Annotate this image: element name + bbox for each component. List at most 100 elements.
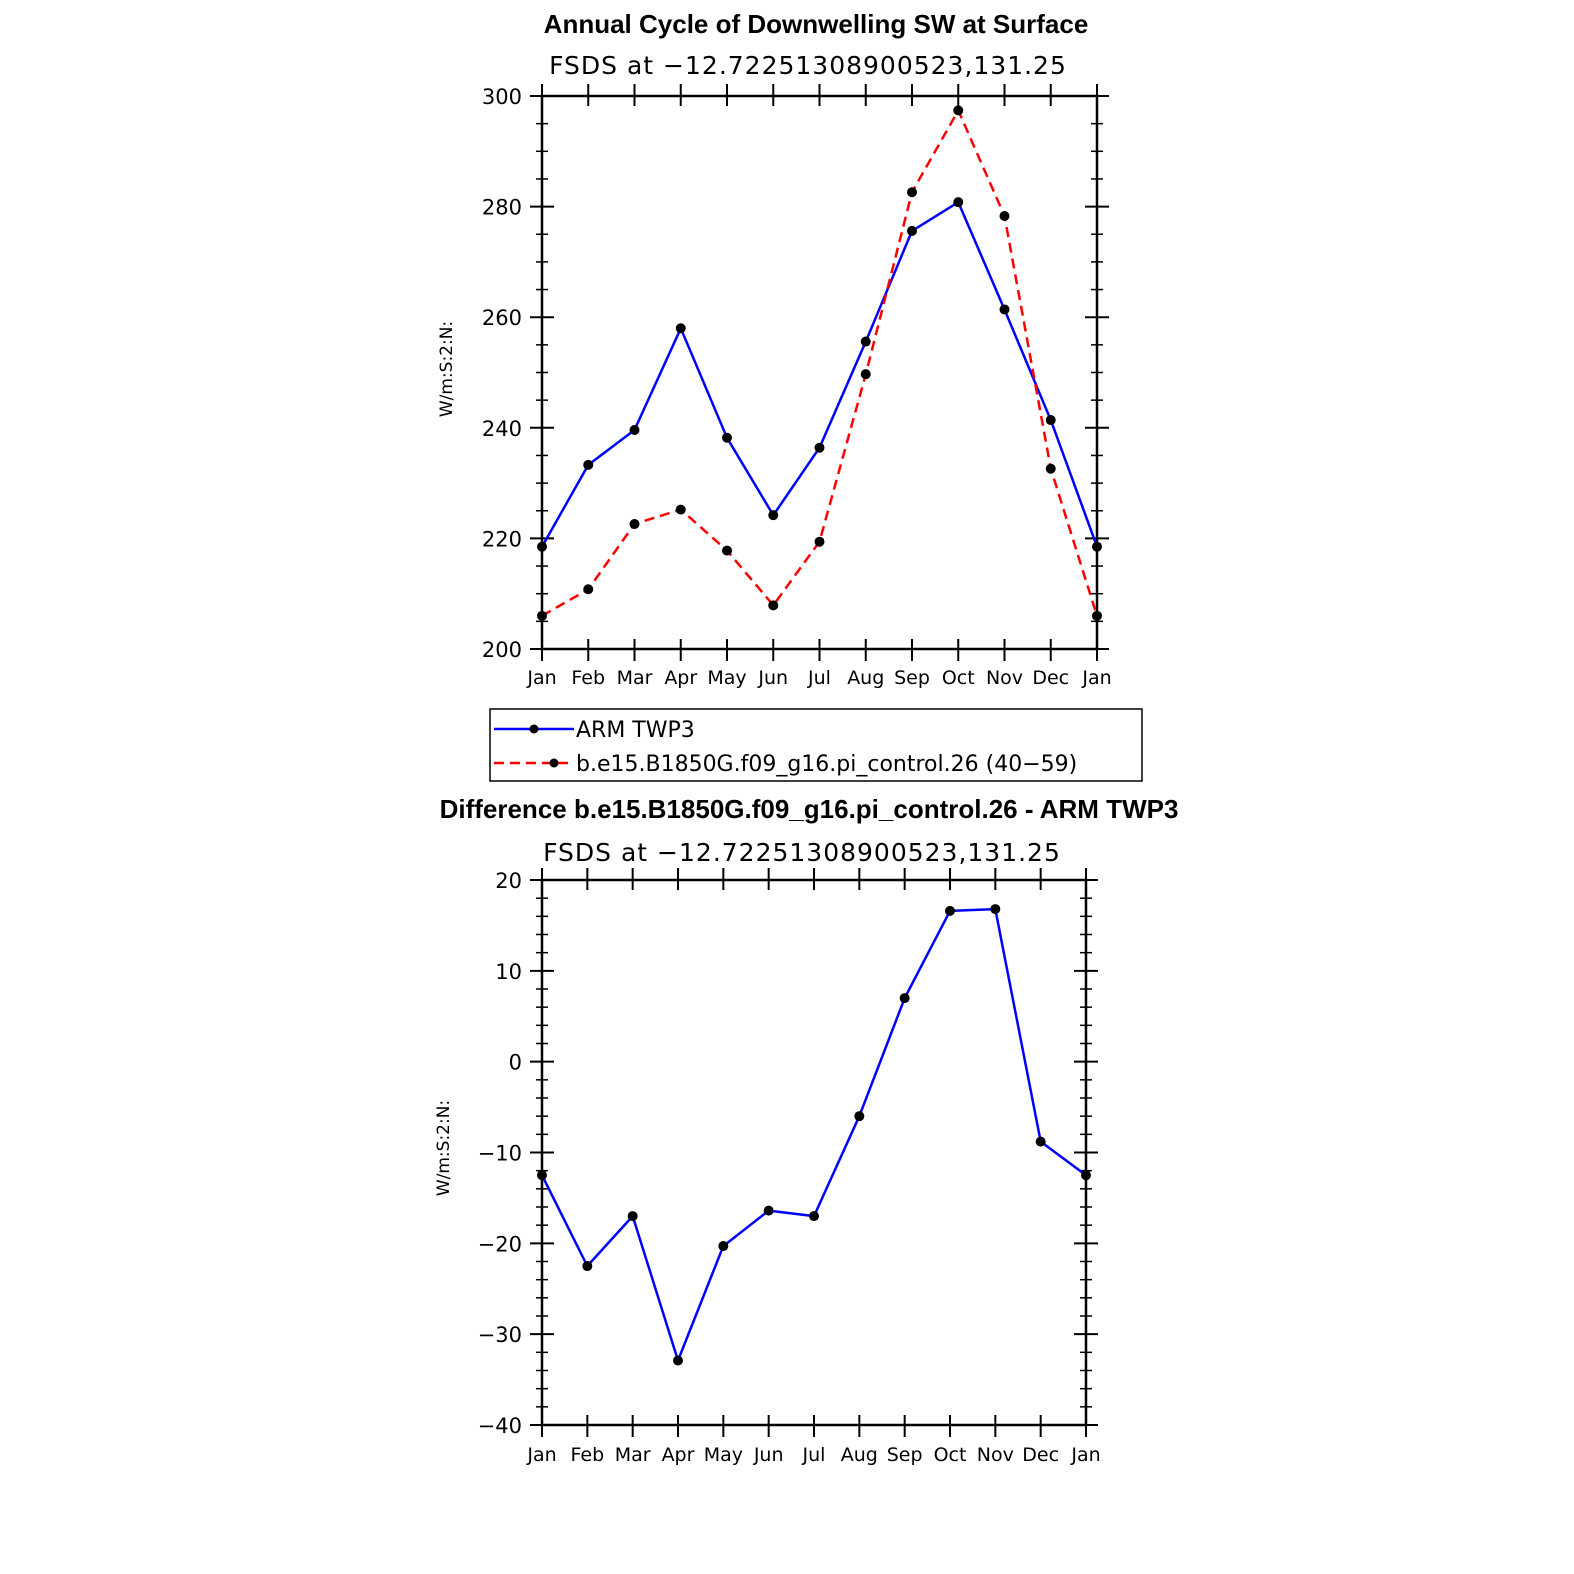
top-series-1-point: [953, 105, 964, 116]
bottom-xtick-label: Apr: [662, 1444, 695, 1466]
top-series-0-point: [768, 510, 779, 521]
bottom-xtick-label: Dec: [1022, 1444, 1059, 1466]
bottom-series-0-point: [763, 1205, 774, 1216]
bottom-ytick-label: 10: [495, 960, 522, 984]
legend-label-arm: ARM TWP3: [576, 718, 695, 743]
top-xtick-label: Sep: [894, 667, 930, 689]
top-chart-title: Annual Cycle of Downwelling SW at Surfac…: [544, 9, 1089, 39]
top-chart-axes: 200 220 240 260 280 300 Jan Feb Mar Apr May Jun Jul A…: [482, 84, 1112, 689]
bottom-xtick-label: Jan: [526, 1444, 556, 1466]
bottom-ytick-label: −20: [478, 1232, 522, 1256]
bottom-chart-ylabel: W/m:S:2:N:: [434, 1100, 454, 1196]
bottom-series-0-point: [990, 904, 1001, 915]
top-series-1-point: [629, 519, 640, 530]
top-series-1-point: [583, 584, 594, 595]
bottom-chart-series: [537, 904, 1091, 1366]
legend-marker-arm: [529, 724, 539, 734]
legend-label-model: b.e15.B1850G.f09_g16.pi_control.26 (40−5…: [576, 752, 1077, 777]
bottom-chart-axes: −40 −30 −20 −10 0 10 20 Jan Feb Mar Apr May Jun Jul Au…: [478, 868, 1101, 1466]
bottom-xtick-label: Sep: [887, 1444, 923, 1466]
bottom-series-0-point: [1081, 1170, 1091, 1181]
top-series-0-point: [675, 323, 686, 334]
top-xtick-label: May: [707, 667, 746, 689]
top-series-0-point: [953, 197, 964, 208]
legend-marker-model: [549, 758, 559, 768]
top-series-1-point: [1045, 463, 1056, 474]
bottom-ytick-label: −10: [478, 1142, 522, 1166]
legend-box: [489, 708, 1143, 782]
bottom-xtick-label: Mar: [615, 1444, 651, 1466]
top-xtick-label: Apr: [664, 667, 697, 689]
bottom-xtick-label: Aug: [841, 1444, 878, 1466]
top-series-0-point: [814, 442, 825, 453]
top-series-1-point: [675, 504, 686, 515]
bottom-series-0-point: [627, 1211, 638, 1222]
top-chart-ylabel: W/m:S:2:N:: [437, 321, 457, 417]
top-series-1-point: [722, 545, 732, 556]
legend: ARM TWP3 b.e15.B1850G.f09_g16.pi_control…: [489, 708, 1143, 782]
top-series-0-point: [860, 336, 871, 347]
top-xtick-label: Jan: [526, 667, 556, 689]
top-chart: Annual Cycle of Downwelling SW at Surfac…: [437, 9, 1112, 689]
bottom-series-0-point: [945, 905, 955, 916]
top-ytick-label: 200: [482, 638, 522, 662]
top-xtick-label: Nov: [986, 667, 1023, 689]
top-xtick-label: Jul: [807, 667, 831, 689]
top-ytick-label: 280: [482, 196, 522, 220]
bottom-ytick-label: 20: [495, 869, 522, 893]
bottom-xtick-label: Feb: [571, 1444, 605, 1466]
top-xtick-label: Aug: [847, 667, 884, 689]
top-ytick-label: 220: [482, 527, 522, 551]
top-xtick-label: Jan: [1081, 667, 1111, 689]
top-ytick-label: 260: [482, 306, 522, 330]
top-xtick-label: Dec: [1032, 667, 1069, 689]
top-series-0-point: [722, 432, 732, 443]
top-series-1-point: [537, 610, 547, 621]
top-series-1-point: [768, 600, 779, 611]
bottom-ytick-label: 0: [509, 1051, 522, 1075]
bottom-series-0-point: [854, 1111, 865, 1122]
bottom-series-0-point: [718, 1241, 729, 1252]
top-series-1-point: [860, 369, 871, 380]
top-series-1-point: [907, 187, 917, 198]
top-series-1-point: [814, 536, 825, 547]
bottom-xtick-label: Jul: [802, 1444, 826, 1466]
bottom-chart-title: Difference b.e15.B1850G.f09_g16.pi_contr…: [440, 794, 1179, 824]
top-series-0-point: [537, 541, 547, 552]
bottom-series-0-point: [899, 993, 910, 1004]
bottom-xtick-label: Jun: [753, 1444, 784, 1466]
top-series-1-point: [999, 211, 1010, 222]
bottom-chart-subtitle: FSDS at −12.72251308900523,131.25: [543, 838, 1061, 867]
top-series-0-point: [1092, 541, 1102, 552]
top-xtick-label: Oct: [942, 667, 975, 689]
bottom-series-0-point: [809, 1211, 819, 1222]
top-series-line-0: [540, 200, 1099, 548]
top-series-0-point: [629, 425, 640, 436]
top-series-0-point: [999, 304, 1010, 315]
top-xtick-label: Feb: [571, 667, 605, 689]
bottom-xtick-label: Nov: [977, 1444, 1014, 1466]
bottom-chart: Difference b.e15.B1850G.f09_g16.pi_contr…: [434, 794, 1178, 1466]
top-series-1-point: [1092, 610, 1102, 621]
bottom-ytick-label: −40: [478, 1414, 522, 1438]
bottom-ytick-label: −30: [478, 1323, 522, 1347]
bottom-series-0-point: [582, 1261, 593, 1272]
bottom-xtick-label: May: [704, 1444, 743, 1466]
top-series-0-point: [583, 459, 594, 470]
bottom-xtick-label: Oct: [934, 1444, 967, 1466]
top-chart-subtitle: FSDS at −12.72251308900523,131.25: [549, 51, 1067, 80]
bottom-series-0-point: [673, 1355, 683, 1366]
bottom-xtick-label: Jan: [1070, 1444, 1100, 1466]
top-xtick-label: Mar: [617, 667, 653, 689]
top-plot-frame: [540, 94, 1099, 651]
bottom-series-0-point: [537, 1170, 547, 1181]
top-series-0-point: [907, 225, 917, 236]
top-chart-series: [537, 105, 1102, 621]
bottom-series-0-point: [1035, 1136, 1046, 1147]
top-series-0-point: [1045, 415, 1056, 426]
top-xtick-label: Jun: [757, 667, 788, 689]
bottom-series-line-0: [540, 907, 1087, 1362]
top-ytick-label: 240: [482, 417, 522, 441]
top-ytick-label: 300: [482, 85, 522, 109]
